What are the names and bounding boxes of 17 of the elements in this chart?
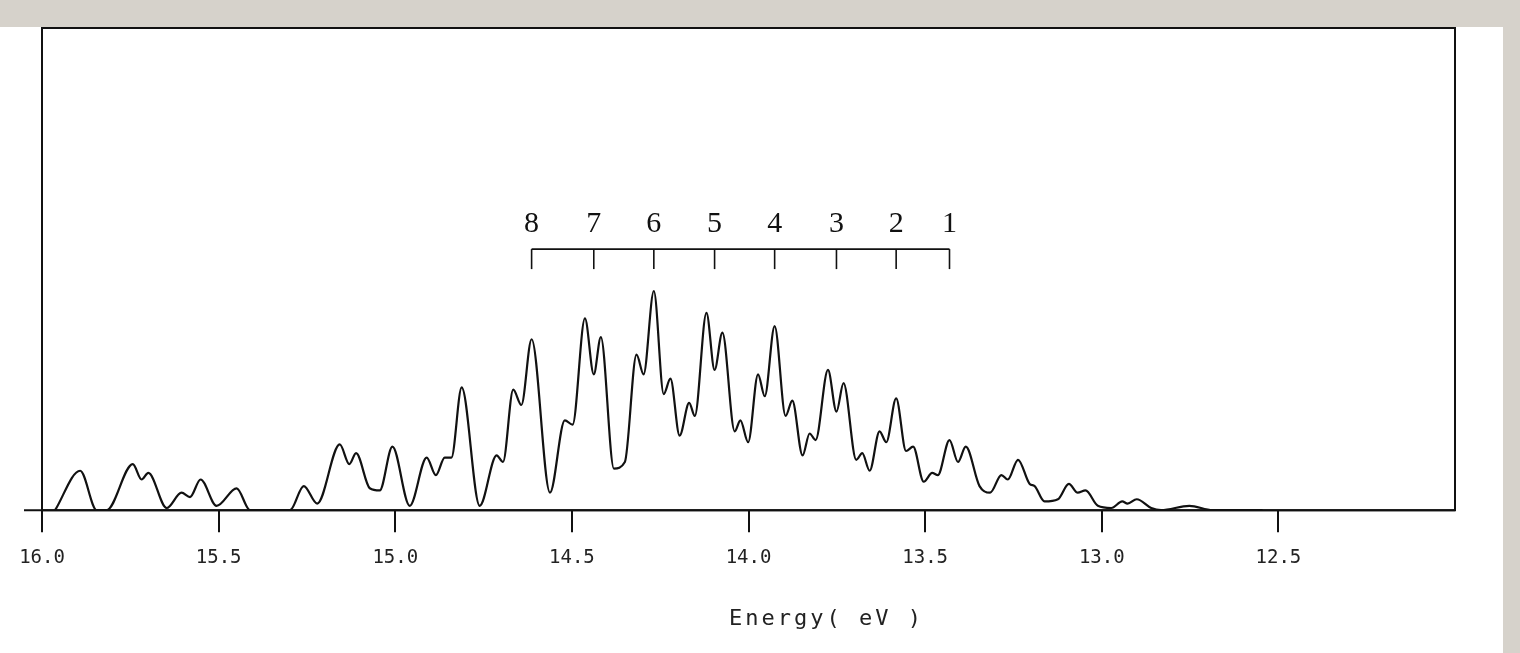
x-tick-label: 14.5 (548, 544, 595, 567)
x-tick-label: 15.5 (195, 544, 242, 567)
annotation: 2 (888, 204, 904, 238)
annotation: 3 (828, 204, 844, 238)
annotation: 5 (707, 204, 723, 238)
x-tick-label: 13.0 (1078, 544, 1125, 567)
annotation: 6 (646, 204, 662, 238)
x-axis-title: Energy( eV ) (728, 605, 925, 630)
x-tick-label: 14.0 (725, 544, 772, 567)
x-tick-label: 16.0 (19, 544, 65, 567)
annotation: 1 (942, 204, 957, 238)
x-tick-label: 12.5 (1255, 544, 1302, 567)
x-tick-label: 13.5 (902, 544, 949, 567)
annotation: 7 (586, 204, 602, 238)
annotation: 4 (767, 204, 783, 238)
x-tick-label: 15.0 (372, 544, 419, 567)
annotation: 8 (524, 204, 540, 238)
